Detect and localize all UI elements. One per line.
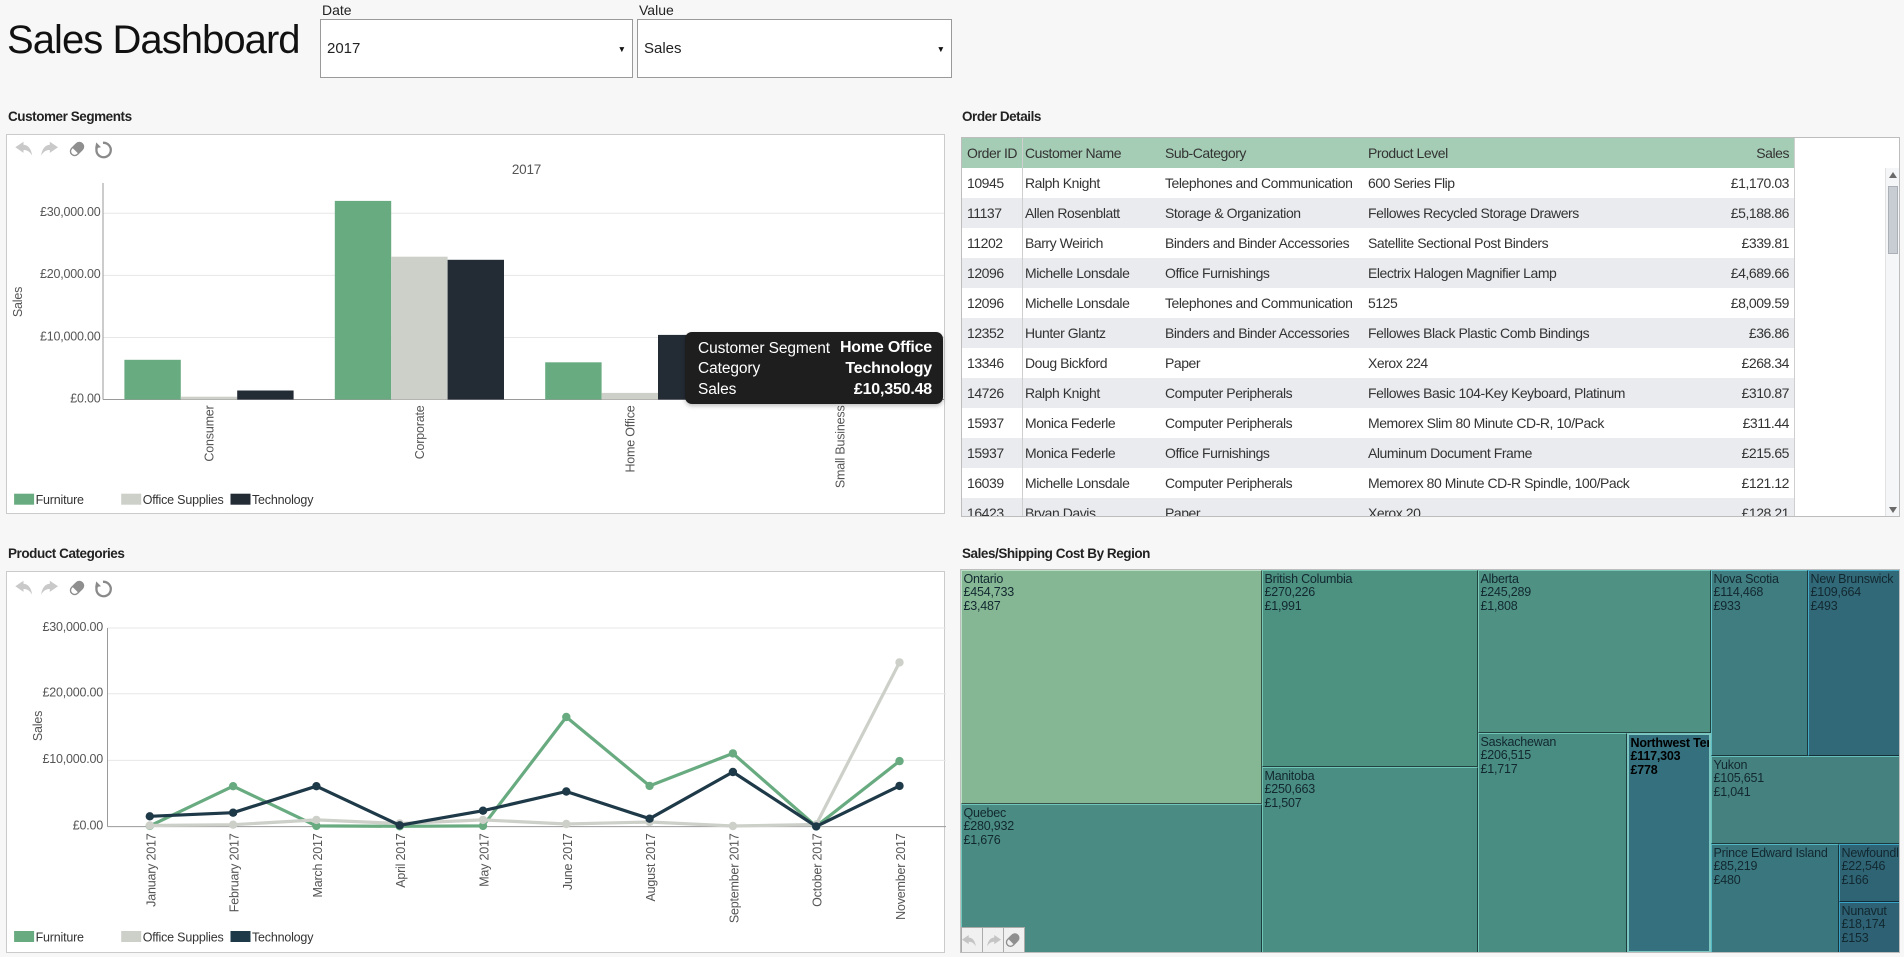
- svg-text:Furniture: Furniture: [35, 493, 83, 507]
- svg-text:January 2017: January 2017: [144, 833, 158, 907]
- svg-text:Sales: Sales: [31, 711, 45, 741]
- svg-text:Technology: Technology: [252, 930, 314, 944]
- svg-text:£30,000.00: £30,000.00: [42, 620, 103, 634]
- svg-text:Small Business: Small Business: [833, 406, 847, 489]
- svg-text:£20,000.00: £20,000.00: [42, 686, 103, 700]
- svg-text:£30,000.00: £30,000.00: [39, 205, 100, 219]
- svg-text:September 2017: September 2017: [727, 833, 741, 923]
- svg-text:Office Supplies: Office Supplies: [142, 930, 223, 944]
- svg-text:June 2017: June 2017: [560, 833, 574, 890]
- svg-text:Home Office: Home Office: [623, 405, 637, 472]
- svg-text:November 2017: November 2017: [894, 833, 908, 920]
- svg-text:February 2017: February 2017: [227, 833, 241, 912]
- svg-text:Furniture: Furniture: [35, 930, 83, 944]
- svg-text:May 2017: May 2017: [477, 833, 491, 887]
- svg-text:April 2017: April 2017: [394, 833, 408, 888]
- svg-text:£0.00: £0.00: [72, 818, 103, 832]
- svg-text:£10,000.00: £10,000.00: [42, 752, 103, 766]
- svg-text:March 2017: March 2017: [310, 833, 324, 897]
- svg-text:2017: 2017: [511, 162, 540, 177]
- svg-text:£0.00: £0.00: [70, 391, 101, 405]
- svg-text:£20,000.00: £20,000.00: [39, 267, 100, 281]
- svg-text:Consumer: Consumer: [202, 405, 216, 461]
- svg-text:Office Supplies: Office Supplies: [142, 493, 223, 507]
- svg-text:£10,000.00: £10,000.00: [39, 329, 100, 343]
- svg-text:Corporate: Corporate: [412, 405, 426, 459]
- svg-text:Technology: Technology: [252, 493, 314, 507]
- svg-text:Sales: Sales: [11, 287, 25, 317]
- svg-text:August 2017: August 2017: [644, 833, 658, 901]
- svg-text:October 2017: October 2017: [810, 833, 824, 907]
